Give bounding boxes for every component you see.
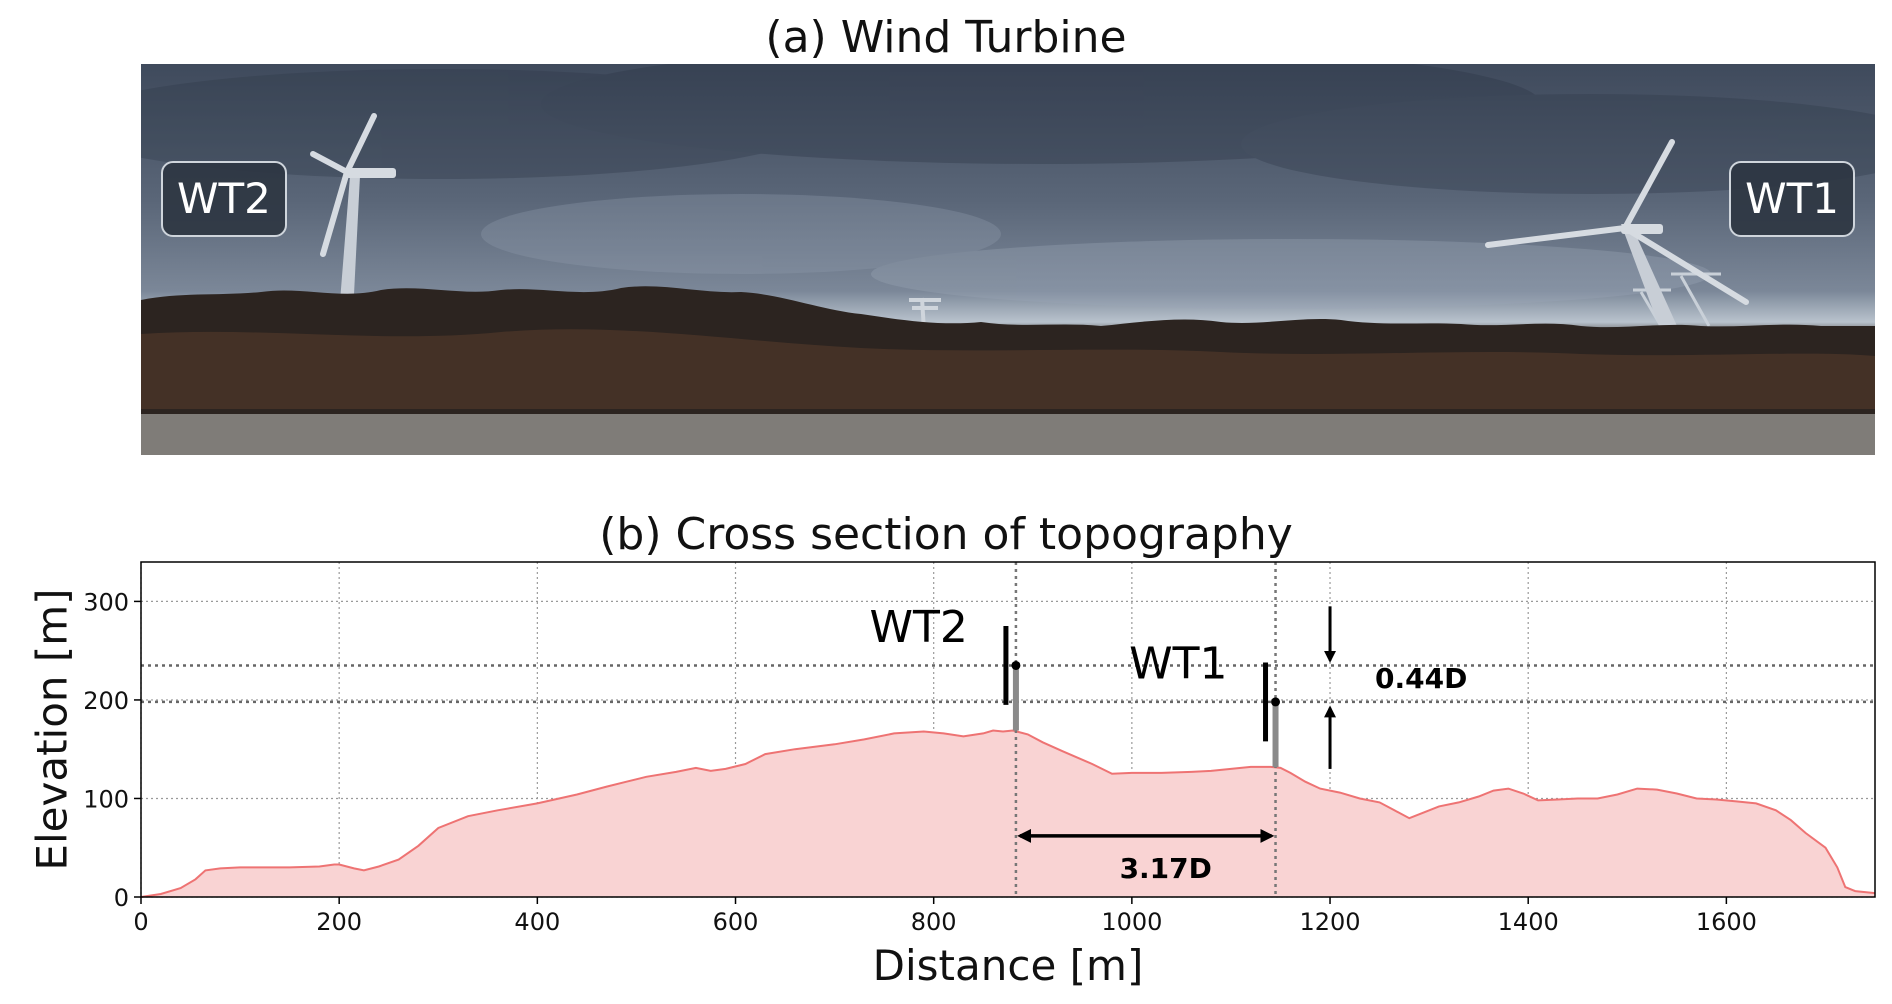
turbine-wt1: WT1 [1129, 639, 1281, 767]
turbine-label: WT2 [870, 602, 968, 653]
wind-turbine-photo: WT2 WT1 [141, 64, 1875, 455]
x-tick-label: 1400 [1498, 908, 1559, 936]
turbine-markers: WT2 WT1 [870, 602, 1281, 767]
x-axis-label: Distance [m] [873, 941, 1144, 990]
photo-scene [141, 64, 1875, 455]
chart-title: (b) Cross section of topography [599, 509, 1293, 560]
wt2-photo-label: WT2 [161, 161, 287, 237]
wind-turbine-icon [1485, 139, 1749, 326]
photo-panel-title: (a) Wind Turbine [765, 12, 1127, 63]
y-tick-label: 100 [83, 785, 129, 813]
x-tick-label: 1000 [1101, 908, 1162, 936]
x-tick-label: 0 [133, 908, 148, 936]
turbine-wt2: WT2 [870, 602, 1021, 731]
axis-ticks: 0 200 400 600 800 1000 1200 1400 1600 0 100 200 300 [83, 588, 1757, 936]
x-tick-label: 800 [911, 908, 957, 936]
wind-turbine-icon [310, 113, 396, 314]
x-tick-label: 200 [316, 908, 362, 936]
height-difference-label: 0.44D [1375, 662, 1467, 695]
wt1-photo-label: WT1 [1729, 161, 1855, 237]
ground [141, 414, 1875, 455]
terrain-line [140, 729, 1876, 898]
cloud-layer [141, 64, 1875, 309]
turbine-hub [1271, 697, 1281, 707]
x-tick-label: 1600 [1696, 908, 1757, 936]
y-tick-label: 0 [114, 884, 129, 912]
reference-lines [141, 562, 1875, 897]
x-tick-label: 1200 [1299, 908, 1360, 936]
annotations: 0.44D 3.17D [1017, 606, 1467, 885]
terrain-area [141, 730, 1875, 897]
y-axis-label: Elevation [m] [28, 588, 77, 870]
autumn-foliage [141, 329, 1875, 409]
x-tick-label: 600 [713, 908, 759, 936]
y-tick-label: 300 [83, 588, 129, 616]
y-tick-label: 200 [83, 687, 129, 715]
plot-frame [140, 561, 1876, 898]
turbine-hub [1011, 660, 1021, 670]
x-tick-label: 400 [514, 908, 560, 936]
separation-label: 3.17D [1120, 852, 1212, 885]
turbine-label: WT1 [1129, 639, 1227, 690]
